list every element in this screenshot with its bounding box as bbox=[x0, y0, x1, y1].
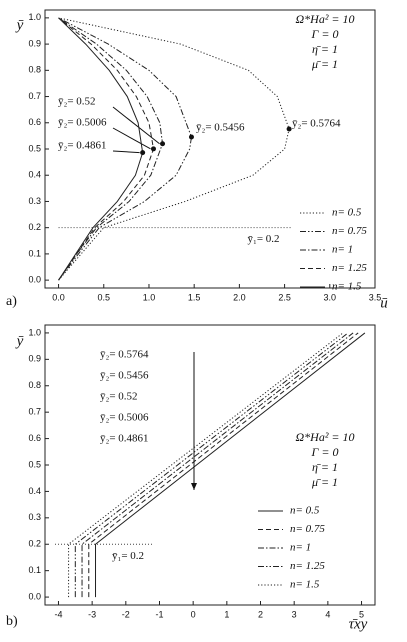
y-tick-label: 0.3 bbox=[28, 196, 41, 206]
leader-line bbox=[112, 106, 160, 145]
parameter: μ̄ = 1 bbox=[311, 57, 338, 71]
leader-line bbox=[112, 150, 140, 154]
x-tick-label: -3 bbox=[88, 609, 96, 619]
series-line bbox=[88, 332, 359, 598]
y-tick-label: 0.2 bbox=[28, 222, 41, 232]
y-tick-label: 1.0 bbox=[28, 327, 41, 337]
x-tick-label: 5 bbox=[359, 609, 364, 619]
y-tick-label: 0.8 bbox=[28, 65, 41, 75]
y-tick-label: 0.9 bbox=[28, 354, 41, 364]
annotation: ȳ₂= 0.5456 bbox=[196, 122, 245, 134]
x-tick-label: -1 bbox=[155, 609, 163, 619]
x-tick-label: 2 bbox=[258, 609, 263, 619]
annotation: ȳ₂= 0.4861 bbox=[58, 140, 107, 152]
annotation: ȳ₂= 0.5456 bbox=[100, 370, 149, 382]
reference-label: ȳ₁= 0.2 bbox=[112, 550, 144, 562]
y-tick-label: 0.0 bbox=[28, 275, 41, 285]
y-tick-label: 1.0 bbox=[28, 12, 41, 22]
y-tick-label: 0.8 bbox=[28, 380, 41, 390]
max-point bbox=[160, 141, 166, 147]
x-tick-label: -4 bbox=[54, 609, 62, 619]
parameter: Ω*Ha² = 10 bbox=[295, 12, 354, 26]
leader-line bbox=[112, 127, 151, 150]
y-tick-label: 0.7 bbox=[28, 407, 41, 417]
y-tick-label: 0.1 bbox=[28, 565, 41, 575]
annotation: ȳ₂= 0.5006 bbox=[58, 117, 107, 129]
parameter: η̄ = 1 bbox=[312, 42, 338, 56]
legend-label: n= 0.75 bbox=[290, 523, 325, 535]
reference-label: ȳ₁= 0.2 bbox=[248, 233, 280, 245]
legend-label: n= 0.5 bbox=[332, 207, 362, 219]
x-tick-label: 3.0 bbox=[324, 292, 337, 302]
x-tick-label: 2.0 bbox=[233, 292, 246, 302]
parameter: Γ = 0 bbox=[311, 27, 339, 41]
legend-label: n= 1.5 bbox=[290, 579, 320, 591]
series-line bbox=[74, 332, 349, 598]
x-tick-label: -2 bbox=[122, 609, 130, 619]
parameter: η̄ = 1 bbox=[312, 460, 338, 474]
max-point bbox=[140, 150, 146, 156]
x-tick-label: 4 bbox=[325, 609, 330, 619]
legend-label: n= 1.25 bbox=[332, 262, 367, 274]
panel-label: a) bbox=[6, 294, 17, 309]
annotation: ȳ₂= 0.52 bbox=[58, 96, 96, 108]
y-tick-label: 0.3 bbox=[28, 512, 41, 522]
annotation: ȳ₂= 0.4861 bbox=[100, 433, 149, 445]
y-tick-label: 0.6 bbox=[28, 433, 41, 443]
x-tick-label: 1.0 bbox=[143, 292, 156, 302]
series-line bbox=[81, 332, 354, 598]
annotation: ȳ₂= 0.5764 bbox=[100, 349, 149, 361]
x-tick-label: 3 bbox=[292, 609, 297, 619]
x-tick-label: 2.5 bbox=[278, 292, 291, 302]
x-tick-label: 3.5 bbox=[369, 292, 382, 302]
y-tick-label: 0.6 bbox=[28, 117, 41, 127]
parameter: Γ = 0 bbox=[311, 445, 339, 459]
max-point bbox=[150, 146, 156, 152]
x-tick-label: 0 bbox=[191, 609, 196, 619]
series-line bbox=[95, 332, 366, 598]
y-tick-label: 0.5 bbox=[28, 459, 41, 469]
parameter: μ̄ = 1 bbox=[311, 475, 338, 489]
legend-label: n= 0.75 bbox=[332, 225, 367, 237]
y-axis-label: ȳ bbox=[15, 333, 24, 349]
x-tick-label: 1.5 bbox=[188, 292, 201, 302]
x-axis-label: τ̄xy bbox=[349, 616, 368, 632]
legend-label: n= 1.25 bbox=[290, 560, 325, 572]
legend-label: n= 1 bbox=[290, 542, 311, 554]
series-line bbox=[58, 17, 290, 281]
x-tick-label: 0.0 bbox=[52, 292, 65, 302]
max-point bbox=[286, 126, 292, 132]
annotation: ȳ₂= 0.5006 bbox=[100, 412, 149, 424]
y-tick-label: 0.4 bbox=[28, 170, 41, 180]
y-tick-label: 0.1 bbox=[28, 248, 41, 258]
x-tick-label: 1 bbox=[224, 609, 229, 619]
x-tick-label: 0.5 bbox=[98, 292, 111, 302]
y-tick-label: 0.0 bbox=[28, 591, 41, 601]
x-axis-label: ū bbox=[380, 295, 388, 311]
panel-label: b) bbox=[6, 614, 18, 629]
series-line bbox=[58, 17, 192, 281]
legend-label: n= 1.5 bbox=[332, 281, 362, 293]
y-tick-label: 0.9 bbox=[28, 38, 41, 48]
y-tick-label: 0.5 bbox=[28, 143, 41, 153]
parameter: Ω*Ha² = 10 bbox=[295, 430, 354, 444]
legend-label: n= 1 bbox=[332, 244, 353, 256]
max-point bbox=[188, 134, 194, 140]
y-tick-label: 0.7 bbox=[28, 91, 41, 101]
y-axis-label: ȳ bbox=[15, 17, 24, 33]
annotation: ȳ₂= 0.5764 bbox=[292, 118, 341, 130]
y-tick-label: 0.2 bbox=[28, 539, 41, 549]
y-tick-label: 0.4 bbox=[28, 486, 41, 496]
legend-label: n= 0.5 bbox=[290, 505, 320, 517]
annotation: ȳ₂= 0.52 bbox=[100, 391, 138, 403]
arrow-head bbox=[191, 483, 197, 490]
